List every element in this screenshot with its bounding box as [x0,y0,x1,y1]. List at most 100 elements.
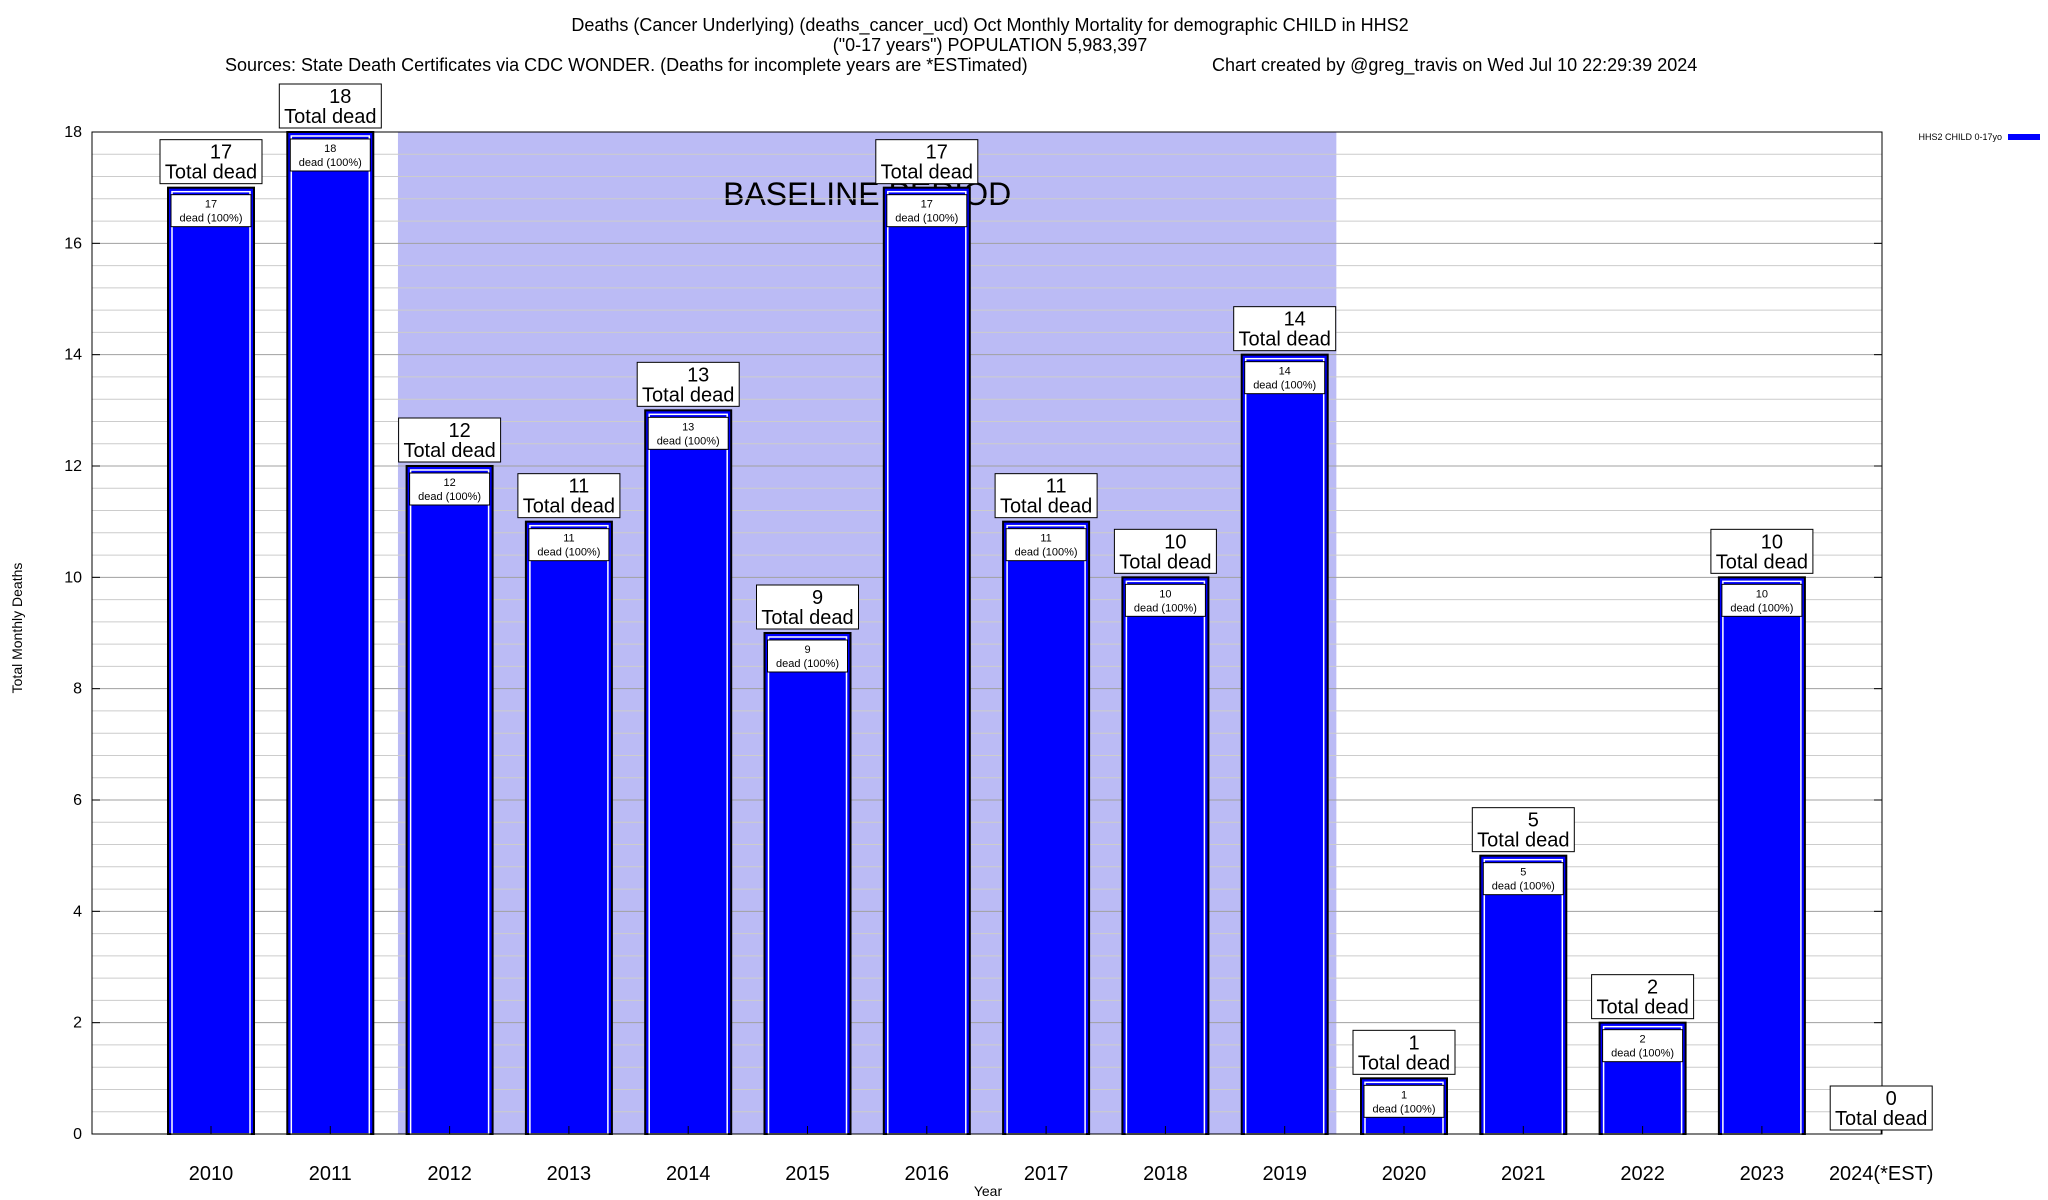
bar-inner-percent: dead (100%) [657,435,720,447]
bar-total-text: Total dead [761,607,853,629]
y-tick-label: 18 [64,124,82,141]
bar-total-text: Total dead [881,162,973,184]
bar-total-label-box [1113,528,1217,574]
y-axis-label: Total Monthly Deaths [9,563,25,694]
bar-inner-label-box [1244,361,1326,395]
bar-total-text: Total dead [1835,1108,1927,1130]
bar-inner-label-box [1482,862,1564,896]
bar [524,520,613,1135]
x-tick-label: 2021 [1501,1163,1546,1185]
x-tick-label: 2010 [189,1163,234,1185]
bar-inner-percent: dead (100%) [895,213,958,225]
bar-total-label-box [756,584,859,630]
bar-total-value: 13 [687,364,709,386]
bar-inner-value: 13 [682,421,694,433]
bar-inner-percent: dead (100%) [776,658,839,670]
bar-total-text: Total dead [1119,551,1211,573]
bar-total-label-box [1710,528,1814,574]
bar-inner-label-box [1005,528,1087,562]
x-tick-label: 2011 [309,1163,352,1185]
bar-inner-label-box [1363,1084,1445,1118]
bar-total-label-box [1591,974,1695,1020]
bar-inner-label-box [1721,583,1803,617]
bar [1002,520,1091,1135]
y-tick-label: 4 [73,903,82,920]
bar-total-value: 11 [1046,476,1067,498]
bar-total-value: 14 [1284,309,1306,331]
bar-total-label-box [1233,306,1337,352]
x-tick-label: 2022 [1620,1163,1665,1185]
bar [1717,576,1806,1135]
bar [763,632,852,1135]
y-tick-label: 6 [73,792,82,809]
bar-total-text: Total dead [403,440,495,462]
bar [1240,353,1329,1135]
bar-total-text: Total dead [165,162,257,184]
bar-inner-value: 10 [1756,588,1768,600]
bar-inner-percent: dead (100%) [1134,602,1197,614]
x-tick-label: 2018 [1143,1163,1188,1185]
bar-total-value: 9 [812,587,823,609]
bar-total-text: Total dead [1000,496,1092,518]
x-tick-label: 2023 [1740,1163,1785,1185]
y-tick-label: 8 [73,681,82,698]
bar-inner-percent: dead (100%) [537,547,600,559]
bar-total-label-box [398,417,502,463]
title-line-2: ("0-17 years") POPULATION 5,983,397 [833,35,1148,55]
bar-inner-percent: dead (100%) [1492,881,1555,893]
bar-inner-percent: dead (100%) [418,491,481,503]
title-line-4: Chart created by @greg_travis on Wed Jul… [1212,55,1697,76]
bar [405,465,494,1135]
bar-inner-value: 2 [1640,1034,1646,1046]
x-tick-label: 2019 [1262,1163,1307,1185]
bar [1479,854,1568,1136]
bar-inner-value: 5 [1520,867,1526,879]
bar-inner-label-box [1602,1029,1684,1063]
x-tick-label: 2014 [666,1163,711,1185]
bar-inner-value: 11 [1040,533,1051,545]
bar-total-label-box [278,83,382,129]
bar-total-value: 10 [1761,531,1783,553]
title-line-1: Deaths (Cancer Underlying) (deaths_cance… [571,15,1408,36]
bar-inner-value: 18 [324,143,336,155]
plot-frame [91,131,1883,1135]
y-tick-label: 2 [73,1015,82,1032]
bar-total-label-box [994,473,1098,519]
bar-total-value: 18 [329,86,351,108]
bar-inner-label-box [289,138,371,172]
chart-title: Deaths (Cancer Underlying) (deaths_cance… [225,15,1697,76]
x-tick-label: 2017 [1024,1163,1069,1185]
bar-inner-percent: dead (100%) [180,213,243,225]
bar-inner-value: 14 [1279,366,1291,378]
bar-total-value: 5 [1528,810,1539,832]
bar-inner-percent: dead (100%) [1373,1103,1436,1115]
x-tick-label: 2013 [547,1163,592,1185]
bar [167,186,255,1135]
y-tick-label: 0 [73,1126,82,1143]
bar-total-label-box [875,139,979,185]
bar-total-label-box [1352,1029,1456,1075]
bar-total-text: Total dead [1358,1052,1450,1074]
bar-inner-label-box [886,194,968,228]
bar-inner-label-box [409,472,491,506]
bar-inner-percent: dead (100%) [299,157,362,169]
bar-total-value: 17 [210,142,232,164]
bar-total-label-box [517,473,621,519]
x-tick-label: 2024(*EST) [1829,1163,1934,1185]
bar-total-value: 12 [448,420,470,442]
bar-inner-value: 12 [443,477,455,489]
title-line-3: Sources: State Death Certificates via CD… [225,55,1028,75]
bar-inner-percent: dead (100%) [1730,602,1793,614]
bar-inner-label-box [528,528,610,562]
y-tick-label: 16 [64,235,82,252]
bar-inner-value: 11 [563,533,574,545]
bar-inner-value: 10 [1159,588,1171,600]
bar-inner-label-box [1124,583,1206,617]
x-tick-label: 2016 [905,1163,950,1185]
bar-total-label-box [1829,1085,1933,1131]
bar-inner-percent: dead (100%) [1015,547,1078,559]
bar [882,186,971,1135]
bar-total-value: 10 [1164,531,1186,553]
y-tick-label: 10 [64,569,82,586]
